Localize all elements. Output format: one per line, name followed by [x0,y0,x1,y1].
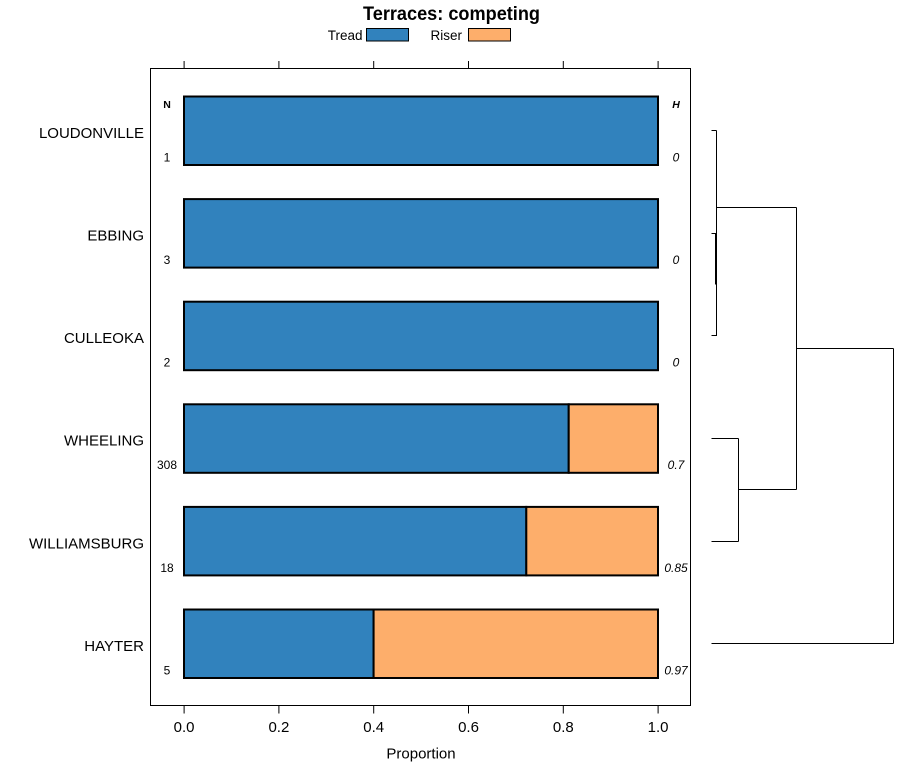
svg-text:Tread: Tread [328,28,363,43]
svg-text:0: 0 [673,253,680,267]
svg-text:2: 2 [164,356,171,370]
svg-text:Terraces: competing: Terraces: competing [363,4,540,25]
svg-text:18: 18 [160,561,174,575]
svg-text:N: N [163,99,171,111]
svg-text:LOUDONVILLE: LOUDONVILLE [39,125,144,142]
svg-text:H: H [672,99,680,111]
svg-text:1: 1 [164,150,171,164]
svg-text:WILLIAMSBURG: WILLIAMSBURG [29,535,144,552]
svg-text:3: 3 [164,253,171,267]
svg-text:0: 0 [673,150,680,164]
svg-text:EBBING: EBBING [87,227,144,244]
svg-text:CULLEOKA: CULLEOKA [64,330,144,347]
svg-text:Proportion: Proportion [386,746,455,763]
svg-text:0.2: 0.2 [268,719,289,736]
svg-text:1.0: 1.0 [648,719,669,736]
svg-text:5: 5 [164,663,171,677]
svg-text:0.85: 0.85 [664,561,688,575]
svg-text:0: 0 [673,356,680,370]
svg-text:0.97: 0.97 [664,663,689,677]
svg-text:0.8: 0.8 [553,719,574,736]
svg-text:0.7: 0.7 [668,458,686,472]
svg-text:0.4: 0.4 [363,719,384,736]
svg-text:0.0: 0.0 [174,719,195,736]
svg-text:Riser: Riser [430,28,462,43]
svg-text:308: 308 [157,458,177,472]
svg-text:HAYTER: HAYTER [84,638,144,655]
svg-text:0.6: 0.6 [458,719,479,736]
svg-text:WHEELING: WHEELING [64,433,144,450]
